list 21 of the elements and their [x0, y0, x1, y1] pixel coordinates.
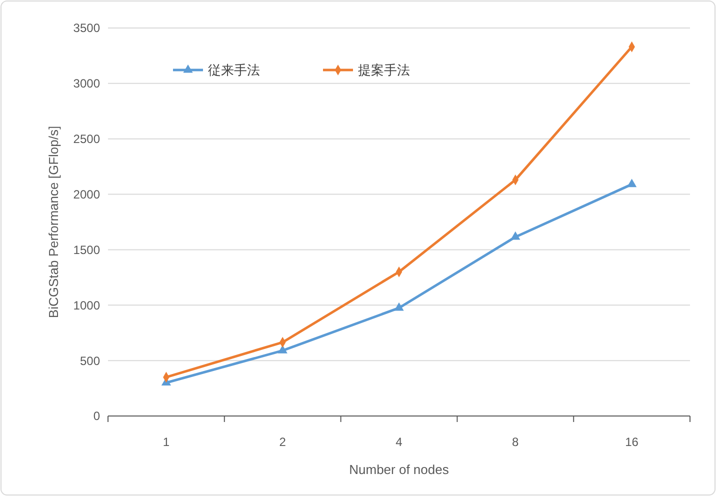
y-tick-label: 2000	[73, 187, 100, 202]
legend-label: 提案手法	[358, 62, 410, 79]
y-axis-title: BiCGStab Performance [GFlop/s]	[46, 126, 61, 318]
point	[394, 302, 404, 311]
point	[278, 345, 288, 354]
x-tick-label: 16	[625, 435, 639, 449]
x-axis-title: Number of nodes	[349, 462, 450, 477]
point	[510, 231, 520, 240]
y-tick-label: 2500	[73, 132, 100, 146]
y-tick-label: 1000	[73, 298, 100, 312]
y-tick-label: 0	[93, 409, 100, 424]
point	[626, 178, 637, 188]
y-tick-label: 500	[80, 354, 100, 368]
x-tick-label: 4	[396, 435, 403, 449]
y-tick-label: 3000	[73, 76, 100, 91]
legend-label: 従来手法	[208, 64, 260, 79]
x-tick-label: 2	[279, 435, 286, 449]
y-tick-label: 3500	[73, 21, 100, 36]
x-tick-label: 8	[512, 435, 520, 449]
x-tick-label: 1	[162, 435, 170, 449]
y-tick-label: 1500	[73, 242, 100, 257]
